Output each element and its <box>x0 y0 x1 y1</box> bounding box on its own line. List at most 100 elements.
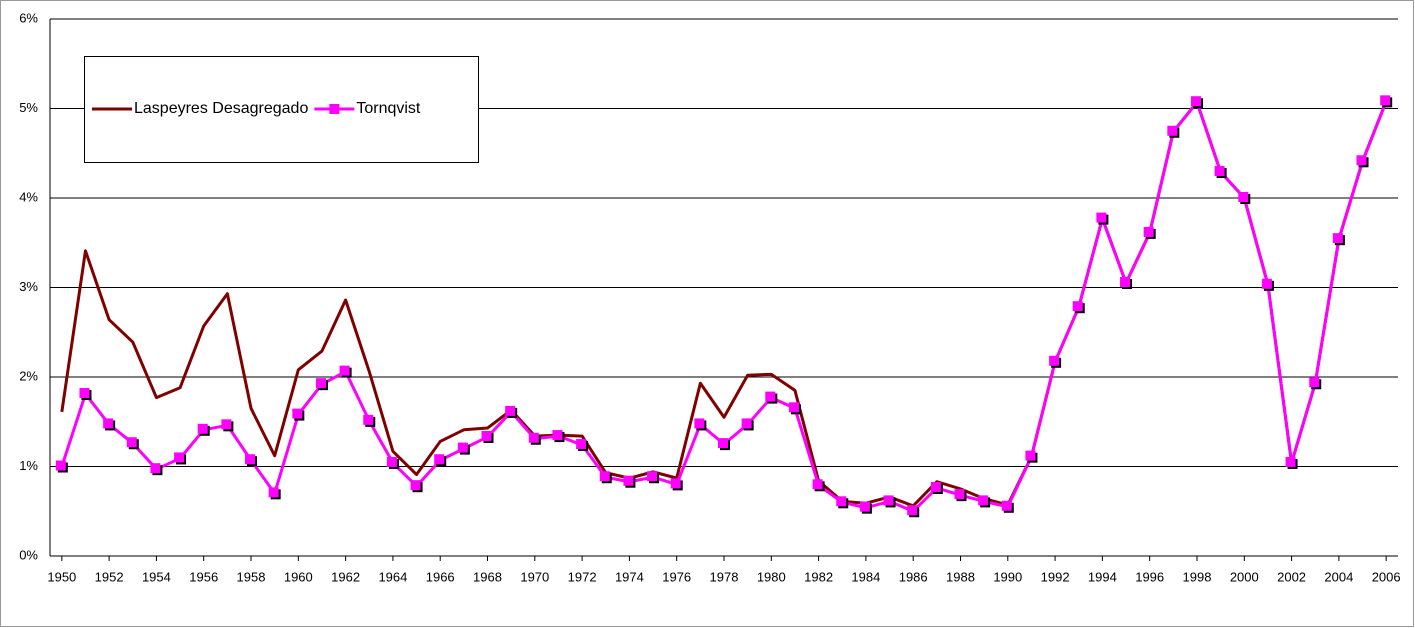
marker-face <box>1001 500 1012 511</box>
point <box>1167 125 1180 138</box>
marker-face <box>978 495 989 506</box>
marker-face <box>788 402 799 413</box>
y-tick-label: 3% <box>19 279 38 294</box>
point <box>55 460 68 473</box>
marker-face <box>1261 278 1272 289</box>
point <box>1332 233 1345 246</box>
marker-face <box>315 378 326 389</box>
x-tick-label: 1956 <box>189 569 218 584</box>
x-tick-label: 1980 <box>757 569 786 584</box>
x-tick-label: 1988 <box>946 569 975 584</box>
point <box>1380 95 1393 108</box>
point <box>1001 500 1014 513</box>
marker-face <box>930 481 941 492</box>
marker-face <box>907 505 918 516</box>
marker-face <box>481 430 492 441</box>
x-tick-label: 1974 <box>615 569 644 584</box>
point <box>315 378 328 391</box>
point <box>174 452 187 465</box>
point <box>1285 456 1298 469</box>
marker-face <box>599 471 610 482</box>
marker-face <box>245 454 256 465</box>
x-tick-label: 1960 <box>284 569 313 584</box>
x-tick-label: 2006 <box>1372 569 1401 584</box>
marker-face <box>339 365 350 376</box>
point <box>599 471 612 484</box>
point <box>79 388 92 401</box>
marker-face <box>859 501 870 512</box>
marker-face <box>1380 95 1391 106</box>
marker-face <box>812 479 823 490</box>
marker-face <box>836 496 847 507</box>
point <box>1049 355 1062 368</box>
point <box>859 501 872 514</box>
x-tick-label: 1972 <box>568 569 597 584</box>
x-tick-label: 1994 <box>1088 569 1117 584</box>
point <box>481 430 494 443</box>
point <box>765 391 778 404</box>
point <box>1190 96 1203 109</box>
x-tick-label: 1986 <box>899 569 928 584</box>
marker-face <box>457 442 468 453</box>
point <box>670 478 683 491</box>
marker-face <box>505 405 516 416</box>
x-tick-label: 1982 <box>804 569 833 584</box>
point <box>457 442 470 455</box>
marker-face <box>1309 377 1320 388</box>
marker-face <box>741 418 752 429</box>
marker-face <box>79 388 90 399</box>
point <box>978 495 991 508</box>
marker-face <box>126 437 137 448</box>
point <box>1143 226 1156 239</box>
marker-face <box>268 487 279 498</box>
point <box>528 432 541 445</box>
marker-face <box>1214 166 1225 177</box>
x-tick-label: 2000 <box>1230 569 1259 584</box>
x-tick-label: 1976 <box>662 569 691 584</box>
point <box>339 365 352 378</box>
legend-marker <box>329 104 340 114</box>
point <box>647 471 660 484</box>
marker-face <box>103 418 114 429</box>
marker-face <box>174 452 185 463</box>
point <box>907 505 920 518</box>
point <box>930 481 943 494</box>
point <box>292 408 305 421</box>
marker-face <box>576 439 587 450</box>
marker-face <box>1120 277 1131 288</box>
x-tick-label: 1984 <box>851 569 880 584</box>
point <box>1356 155 1369 168</box>
legend-box <box>84 56 479 163</box>
point <box>268 487 281 500</box>
x-tick-label: 1958 <box>237 569 266 584</box>
x-tick-label: 1990 <box>993 569 1022 584</box>
x-tick-label: 1962 <box>331 569 360 584</box>
point <box>434 454 447 467</box>
y-tick-label: 2% <box>19 368 38 383</box>
x-tick-label: 1966 <box>426 569 455 584</box>
point <box>505 405 518 418</box>
point <box>1261 278 1274 291</box>
marker-face <box>197 423 208 434</box>
x-tick-label: 1996 <box>1135 569 1164 584</box>
marker-face <box>410 480 421 491</box>
marker-face <box>1143 226 1154 237</box>
point <box>1072 301 1085 314</box>
marker-face <box>670 478 681 489</box>
marker-face <box>363 414 374 425</box>
y-tick-label: 1% <box>19 458 38 473</box>
x-tick-label: 1978 <box>710 569 739 584</box>
y-tick-label: 5% <box>19 100 38 115</box>
marker-face <box>694 418 705 429</box>
legend-label: Tornqvist <box>356 100 421 117</box>
marker-face <box>386 456 397 467</box>
x-tick-label: 1968 <box>473 569 502 584</box>
point <box>576 439 589 452</box>
point <box>126 437 139 450</box>
marker-face <box>1072 301 1083 312</box>
marker-face <box>434 454 445 465</box>
point <box>363 414 376 427</box>
marker-face <box>647 471 658 482</box>
point <box>410 480 423 493</box>
y-tick-label: 0% <box>19 547 38 562</box>
